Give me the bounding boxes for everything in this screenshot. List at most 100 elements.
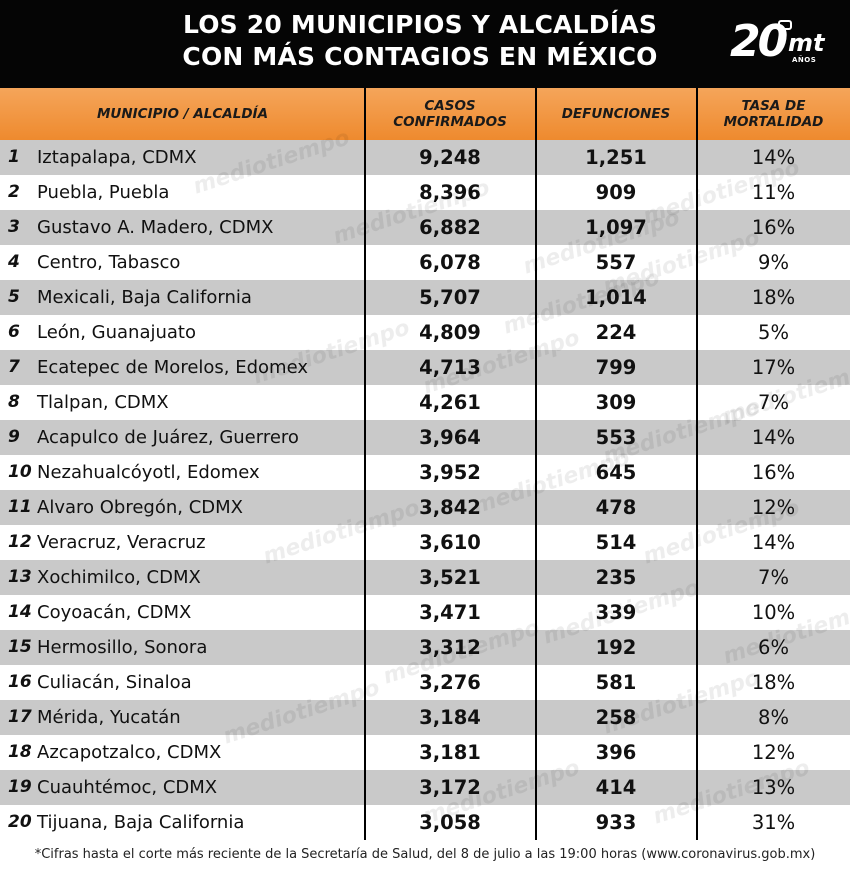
tasa-cell: 13% — [751, 776, 796, 799]
casos-cell: 3,058 — [419, 811, 481, 834]
defunciones-cell: 581 — [595, 671, 637, 694]
rank-cell: 18 — [8, 742, 32, 762]
table-row: 11 Alvaro Obregón, CDMX 3,842 478 12% — [0, 490, 850, 525]
table-row: 18 Azcapotzalco, CDMX 3,181 396 12% — [0, 735, 850, 770]
defunciones-cell: 478 — [595, 496, 637, 519]
column-divider — [364, 88, 366, 840]
tasa-cell: 14% — [751, 531, 796, 554]
defunciones-cell: 909 — [595, 181, 637, 204]
municipio-cell: Tlalpan, CDMX — [37, 392, 169, 413]
defunciones-cell: 414 — [595, 776, 637, 799]
rank-cell: 3 — [8, 217, 20, 237]
table-row: 14 Coyoacán, CDMX 3,471 339 10% — [0, 595, 850, 630]
stopwatch-icon — [778, 20, 792, 30]
tasa-cell: 10% — [751, 601, 796, 624]
tasa-cell: 17% — [751, 356, 796, 379]
municipio-cell: Veracruz, Veracruz — [37, 532, 206, 553]
column-header-casos: CASOS CONFIRMADOS — [393, 98, 507, 130]
defunciones-cell: 799 — [595, 356, 637, 379]
rank-cell: 15 — [8, 637, 32, 657]
defunciones-cell: 645 — [595, 461, 637, 484]
table-row: 8 Tlalpan, CDMX 4,261 309 7% — [0, 385, 850, 420]
municipio-cell: Culiacán, Sinaloa — [37, 672, 192, 693]
casos-cell: 8,396 — [419, 181, 481, 204]
tasa-cell: 12% — [751, 741, 796, 764]
tasa-cell: 12% — [751, 496, 796, 519]
municipio-cell: Azcapotzalco, CDMX — [37, 742, 222, 763]
municipio-cell: Centro, Tabasco — [37, 252, 181, 273]
municipio-cell: Xochimilco, CDMX — [37, 567, 201, 588]
tasa-cell: 9% — [758, 251, 789, 274]
defunciones-cell: 396 — [595, 741, 637, 764]
casos-cell: 3,172 — [419, 776, 481, 799]
tasa-cell: 18% — [751, 671, 796, 694]
tasa-cell: 14% — [751, 146, 796, 169]
rank-cell: 11 — [8, 497, 32, 517]
tasa-cell: 6% — [758, 636, 789, 659]
table-row: 5 Mexicali, Baja California 5,707 1,014 18% — [0, 280, 850, 315]
table-row: 20 Tijuana, Baja California 3,058 933 31% — [0, 805, 850, 840]
defunciones-cell: 1,251 — [585, 146, 647, 169]
defunciones-cell: 339 — [595, 601, 637, 624]
municipio-cell: Mérida, Yucatán — [37, 707, 181, 728]
rank-cell: 17 — [8, 707, 32, 727]
brand-logo: 20 mt AÑOS — [730, 16, 830, 72]
casos-cell: 6,078 — [419, 251, 481, 274]
rank-cell: 7 — [8, 357, 20, 377]
rank-cell: 12 — [8, 532, 32, 552]
defunciones-cell: 224 — [595, 321, 637, 344]
tasa-cell: 16% — [751, 461, 796, 484]
rank-cell: 2 — [8, 182, 20, 202]
rank-cell: 1 — [8, 147, 20, 167]
table-row: 6 León, Guanajuato 4,809 224 5% — [0, 315, 850, 350]
casos-cell: 3,610 — [419, 531, 481, 554]
municipio-cell: León, Guanajuato — [37, 322, 196, 343]
casos-cell: 9,248 — [419, 146, 481, 169]
rank-cell: 19 — [8, 777, 32, 797]
table-body: 1 Iztapalapa, CDMX 9,248 1,251 14% 2 Puebla, P… — [0, 140, 850, 840]
casos-cell: 5,707 — [419, 286, 481, 309]
title-line-1: LOS 20 MUNICIPIOS Y ALCALDÍAS — [182, 10, 658, 39]
rank-cell: 14 — [8, 602, 32, 622]
table-row: 13 Xochimilco, CDMX 3,521 235 7% — [0, 560, 850, 595]
table-header: MUNICIPIO / ALCALDÍA CASOS CONFIRMADOS D… — [0, 88, 850, 140]
defunciones-cell: 1,014 — [585, 286, 647, 309]
municipio-cell: Gustavo A. Madero, CDMX — [37, 217, 274, 238]
table-row: 4 Centro, Tabasco 6,078 557 9% — [0, 245, 850, 280]
municipio-cell: Puebla, Puebla — [37, 182, 170, 203]
table-row: 9 Acapulco de Juárez, Guerrero 3,964 553 14% — [0, 420, 850, 455]
defunciones-cell: 933 — [595, 811, 637, 834]
column-header-defunciones: DEFUNCIONES — [561, 106, 671, 122]
column-divider — [535, 88, 537, 840]
municipio-cell: Nezahualcóyotl, Edomex — [37, 462, 260, 483]
rank-cell: 16 — [8, 672, 32, 692]
tasa-cell: 16% — [751, 216, 796, 239]
defunciones-cell: 553 — [595, 426, 637, 449]
table-row: 16 Culiacán, Sinaloa 3,276 581 18% — [0, 665, 850, 700]
casos-cell: 3,181 — [419, 741, 481, 764]
municipio-cell: Hermosillo, Sonora — [37, 637, 208, 658]
casos-cell: 3,964 — [419, 426, 481, 449]
table-row: 10 Nezahualcóyotl, Edomex 3,952 645 16% — [0, 455, 850, 490]
table-row: 2 Puebla, Puebla 8,396 909 11% — [0, 175, 850, 210]
table-row: 12 Veracruz, Veracruz 3,610 514 14% — [0, 525, 850, 560]
casos-cell: 4,261 — [419, 391, 481, 414]
casos-cell: 3,312 — [419, 636, 481, 659]
tasa-cell: 18% — [751, 286, 796, 309]
tasa-cell: 7% — [758, 391, 789, 414]
defunciones-cell: 235 — [595, 566, 637, 589]
table-row: 19 Cuauhtémoc, CDMX 3,172 414 13% — [0, 770, 850, 805]
casos-cell: 3,184 — [419, 706, 481, 729]
rank-cell: 10 — [8, 462, 32, 482]
rank-cell: 20 — [8, 812, 32, 832]
logo-number: 20 — [730, 16, 788, 67]
municipio-cell: Alvaro Obregón, CDMX — [37, 497, 243, 518]
municipio-cell: Cuauhtémoc, CDMX — [37, 777, 218, 798]
municipio-cell: Iztapalapa, CDMX — [37, 147, 197, 168]
logo-sub: AÑOS — [792, 56, 817, 64]
defunciones-cell: 514 — [595, 531, 637, 554]
casos-cell: 4,713 — [419, 356, 481, 379]
tasa-cell: 8% — [758, 706, 789, 729]
casos-cell: 4,809 — [419, 321, 481, 344]
municipio-cell: Mexicali, Baja California — [37, 287, 252, 308]
